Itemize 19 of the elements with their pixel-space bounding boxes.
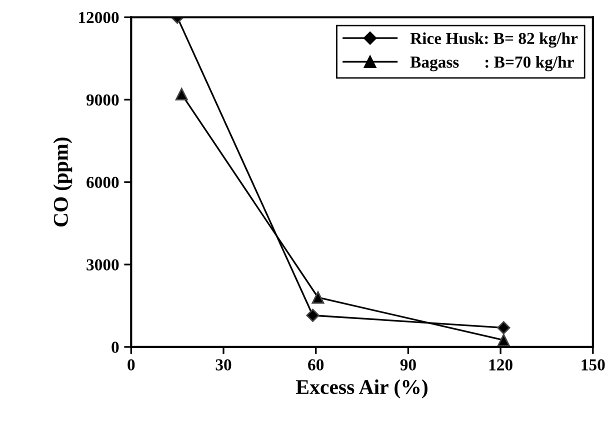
point — [312, 291, 324, 304]
y-tick-label: 12000 — [79, 12, 119, 24]
point — [306, 308, 320, 322]
x-tick-label: 30 — [216, 359, 232, 370]
y-axis-title: CO (ppm) — [53, 138, 72, 227]
x-tick-label: 120 — [489, 359, 512, 370]
legend-label: Rice Husk: B= 82 kg/hr — [410, 32, 578, 48]
y-tick-label: 9000 — [86, 94, 119, 106]
x-tick-label: 90 — [400, 359, 416, 370]
legend-label: Bagass : B=70 kg/hr — [410, 56, 574, 72]
y-tick-label: 0 — [112, 342, 119, 353]
y-tick-label: 6000 — [86, 176, 119, 188]
x-tick-label: 150 — [582, 359, 605, 370]
point — [497, 334, 510, 346]
x-tick-label: 0 — [128, 359, 135, 370]
x-tick-label: 60 — [308, 359, 324, 370]
y-tick-label: 3000 — [86, 259, 119, 270]
x-axis-title: Excess Air (%) — [296, 379, 428, 398]
point — [497, 321, 510, 334]
